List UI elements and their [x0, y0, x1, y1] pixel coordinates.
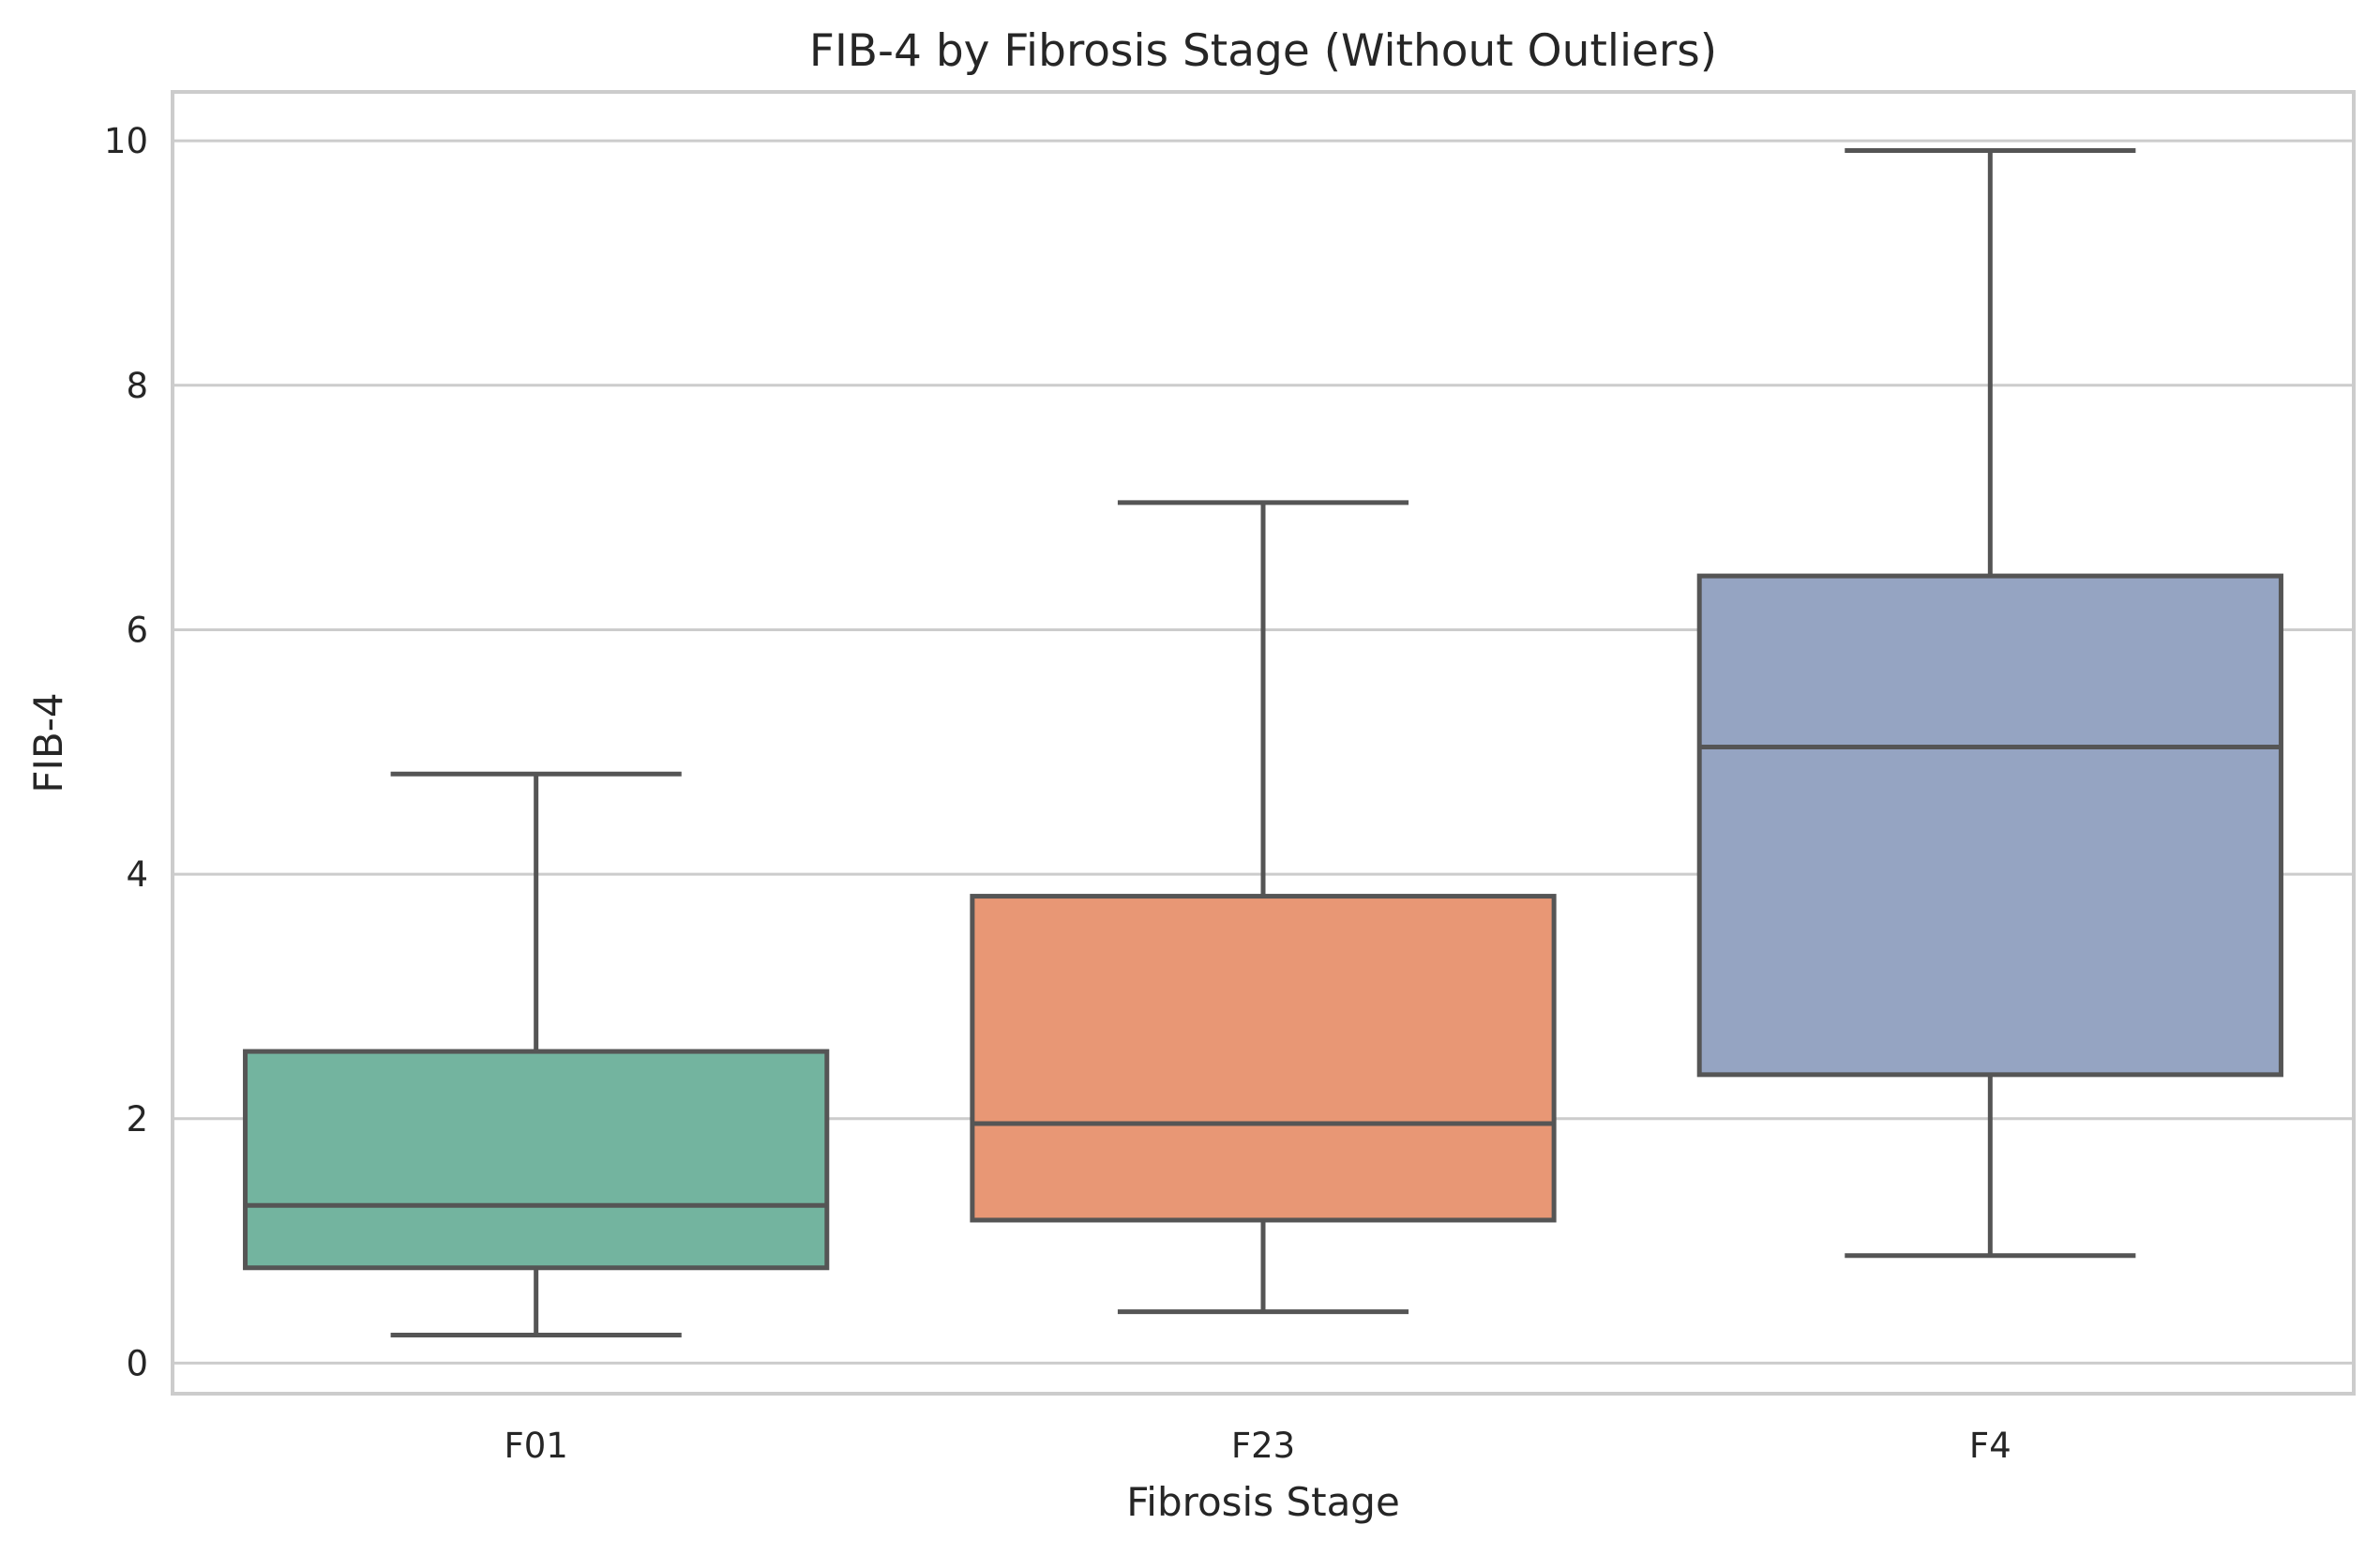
- x-tick-label: F4: [1969, 1426, 2011, 1466]
- chart-title: FIB-4 by Fibrosis Stage (Without Outlier…: [809, 25, 1717, 77]
- y-tick-label: 2: [126, 1099, 148, 1140]
- y-tick-label: 0: [126, 1343, 148, 1383]
- iqr-box: [1696, 573, 2283, 1078]
- x-axis-label: Fibrosis Stage: [1126, 1479, 1400, 1525]
- y-tick-label: 8: [126, 366, 148, 406]
- boxes: [243, 148, 2283, 1337]
- x-tick-label: F01: [504, 1426, 567, 1466]
- y-tick-label: 4: [126, 854, 148, 895]
- y-tick-label: 10: [104, 121, 148, 161]
- box-f4: [1696, 148, 2283, 1259]
- box-f23: [970, 500, 1557, 1315]
- iqr-box: [243, 1049, 830, 1271]
- y-tick-label: 6: [126, 610, 148, 650]
- iqr-box: [970, 894, 1557, 1223]
- tick-labels: 0 2 4 6 8 10 F01 F23 F4: [104, 121, 2011, 1466]
- y-axis-label: FIB-4: [25, 692, 71, 793]
- plot-frame: [171, 90, 2356, 1396]
- box-f01: [243, 771, 830, 1337]
- x-tick-label: F23: [1231, 1426, 1295, 1466]
